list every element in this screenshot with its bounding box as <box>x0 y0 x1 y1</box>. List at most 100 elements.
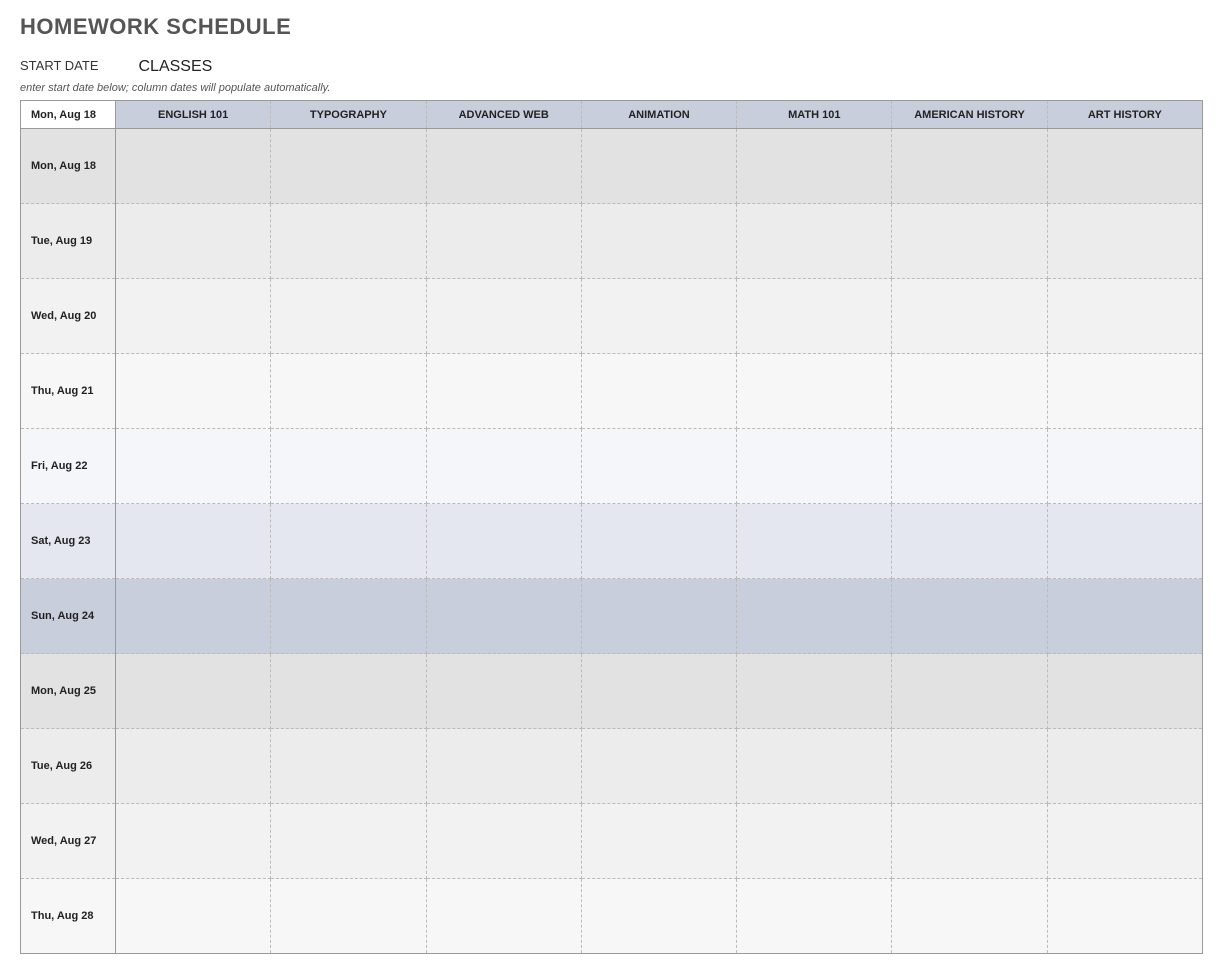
schedule-cell[interactable] <box>426 279 581 354</box>
header-class-cell[interactable]: ANIMATION <box>581 101 736 129</box>
schedule-cell[interactable] <box>1047 129 1202 204</box>
schedule-cell[interactable] <box>737 279 892 354</box>
schedule-cell[interactable] <box>581 429 736 504</box>
header-class-cell[interactable]: TYPOGRAPHY <box>271 101 426 129</box>
header-date-cell[interactable]: Mon, Aug 18 <box>21 101 116 129</box>
schedule-cell[interactable] <box>581 879 736 954</box>
schedule-cell[interactable] <box>1047 429 1202 504</box>
schedule-cell[interactable] <box>271 654 426 729</box>
schedule-cell[interactable] <box>892 129 1047 204</box>
date-cell[interactable]: Fri, Aug 22 <box>21 429 116 504</box>
schedule-cell[interactable] <box>426 354 581 429</box>
schedule-cell[interactable] <box>1047 879 1202 954</box>
schedule-cell[interactable] <box>1047 204 1202 279</box>
schedule-cell[interactable] <box>426 129 581 204</box>
schedule-cell[interactable] <box>426 879 581 954</box>
schedule-cell[interactable] <box>1047 354 1202 429</box>
schedule-cell[interactable] <box>116 804 271 879</box>
schedule-cell[interactable] <box>426 579 581 654</box>
date-cell[interactable]: Thu, Aug 28 <box>21 879 116 954</box>
schedule-cell[interactable] <box>426 204 581 279</box>
table-body: Mon, Aug 18Tue, Aug 19Wed, Aug 20Thu, Au… <box>21 129 1203 954</box>
date-cell[interactable]: Mon, Aug 25 <box>21 654 116 729</box>
schedule-cell[interactable] <box>116 354 271 429</box>
date-cell[interactable]: Wed, Aug 27 <box>21 804 116 879</box>
schedule-cell[interactable] <box>116 504 271 579</box>
schedule-cell[interactable] <box>1047 729 1202 804</box>
date-cell[interactable]: Sun, Aug 24 <box>21 579 116 654</box>
schedule-cell[interactable] <box>892 504 1047 579</box>
schedule-cell[interactable] <box>737 879 892 954</box>
schedule-cell[interactable] <box>581 204 736 279</box>
schedule-cell[interactable] <box>426 804 581 879</box>
schedule-cell[interactable] <box>892 879 1047 954</box>
schedule-cell[interactable] <box>737 129 892 204</box>
schedule-cell[interactable] <box>116 879 271 954</box>
schedule-cell[interactable] <box>116 429 271 504</box>
schedule-cell[interactable] <box>1047 579 1202 654</box>
schedule-cell[interactable] <box>581 804 736 879</box>
date-cell[interactable]: Mon, Aug 18 <box>21 129 116 204</box>
header-class-cell[interactable]: MATH 101 <box>737 101 892 129</box>
date-cell[interactable]: Sat, Aug 23 <box>21 504 116 579</box>
schedule-cell[interactable] <box>426 729 581 804</box>
schedule-cell[interactable] <box>271 279 426 354</box>
schedule-cell[interactable] <box>426 654 581 729</box>
schedule-cell[interactable] <box>116 729 271 804</box>
schedule-cell[interactable] <box>271 729 426 804</box>
schedule-cell[interactable] <box>892 354 1047 429</box>
schedule-cell[interactable] <box>271 579 426 654</box>
header-class-cell[interactable]: ENGLISH 101 <box>116 101 271 129</box>
schedule-cell[interactable] <box>892 804 1047 879</box>
schedule-cell[interactable] <box>581 129 736 204</box>
schedule-cell[interactable] <box>892 579 1047 654</box>
schedule-cell[interactable] <box>581 354 736 429</box>
schedule-cell[interactable] <box>271 354 426 429</box>
schedule-cell[interactable] <box>581 579 736 654</box>
schedule-cell[interactable] <box>1047 654 1202 729</box>
schedule-cell[interactable] <box>737 504 892 579</box>
schedule-cell[interactable] <box>271 204 426 279</box>
schedule-cell[interactable] <box>892 279 1047 354</box>
date-cell[interactable]: Wed, Aug 20 <box>21 279 116 354</box>
schedule-cell[interactable] <box>1047 504 1202 579</box>
schedule-cell[interactable] <box>737 804 892 879</box>
schedule-cell[interactable] <box>892 204 1047 279</box>
schedule-cell[interactable] <box>737 354 892 429</box>
schedule-cell[interactable] <box>271 879 426 954</box>
table-row: Thu, Aug 28 <box>21 879 1203 954</box>
schedule-cell[interactable] <box>116 129 271 204</box>
schedule-cell[interactable] <box>271 504 426 579</box>
schedule-cell[interactable] <box>581 729 736 804</box>
schedule-cell[interactable] <box>737 579 892 654</box>
schedule-cell[interactable] <box>1047 279 1202 354</box>
header-class-cell[interactable]: AMERICAN HISTORY <box>892 101 1047 129</box>
schedule-cell[interactable] <box>737 204 892 279</box>
header-class-cell[interactable]: ADVANCED WEB <box>426 101 581 129</box>
schedule-cell[interactable] <box>737 429 892 504</box>
schedule-cell[interactable] <box>737 729 892 804</box>
schedule-cell[interactable] <box>581 654 736 729</box>
instruction-text: enter start date below; column dates wil… <box>20 82 1203 94</box>
date-cell[interactable]: Thu, Aug 21 <box>21 354 116 429</box>
header-class-cell[interactable]: ART HISTORY <box>1047 101 1202 129</box>
schedule-cell[interactable] <box>116 579 271 654</box>
schedule-cell[interactable] <box>1047 804 1202 879</box>
schedule-cell[interactable] <box>116 204 271 279</box>
date-cell[interactable]: Tue, Aug 26 <box>21 729 116 804</box>
schedule-cell[interactable] <box>426 429 581 504</box>
schedule-cell[interactable] <box>116 279 271 354</box>
schedule-table: Mon, Aug 18 ENGLISH 101TYPOGRAPHYADVANCE… <box>20 100 1203 954</box>
schedule-cell[interactable] <box>271 804 426 879</box>
schedule-cell[interactable] <box>737 654 892 729</box>
schedule-cell[interactable] <box>892 654 1047 729</box>
schedule-cell[interactable] <box>581 504 736 579</box>
schedule-cell[interactable] <box>116 654 271 729</box>
schedule-cell[interactable] <box>892 729 1047 804</box>
schedule-cell[interactable] <box>892 429 1047 504</box>
schedule-cell[interactable] <box>271 429 426 504</box>
date-cell[interactable]: Tue, Aug 19 <box>21 204 116 279</box>
schedule-cell[interactable] <box>426 504 581 579</box>
schedule-cell[interactable] <box>581 279 736 354</box>
schedule-cell[interactable] <box>271 129 426 204</box>
